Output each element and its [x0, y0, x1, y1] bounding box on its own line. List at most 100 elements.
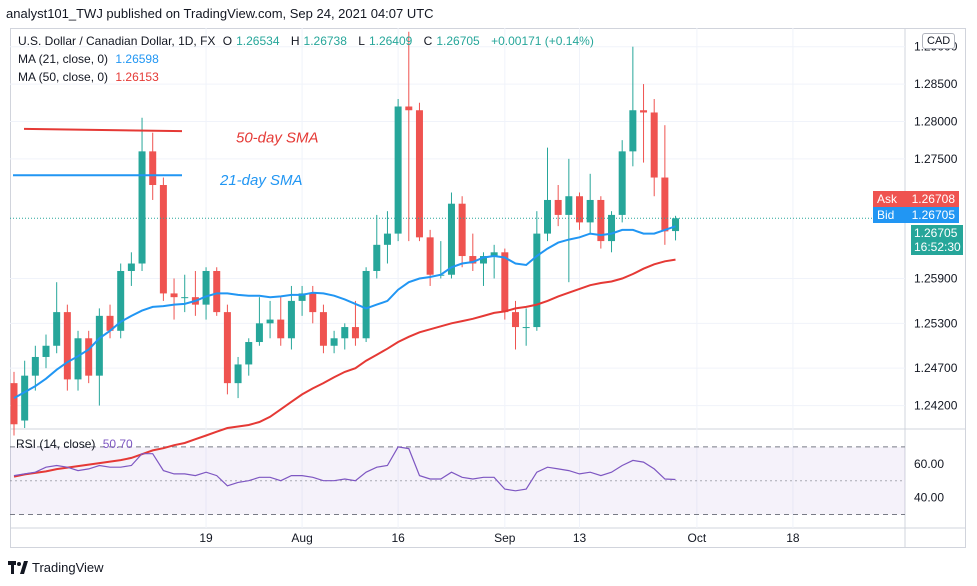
candle-body: [10, 383, 18, 425]
candle-body: [298, 293, 306, 301]
candle-body: [533, 233, 541, 328]
candle-body: [74, 338, 82, 380]
brand-name: TradingView: [32, 560, 104, 575]
candle-body: [629, 110, 637, 152]
candle-body: [149, 151, 157, 186]
candle-body: [234, 364, 242, 384]
time-tick-label: Aug: [291, 531, 312, 545]
chart-frame: [10, 28, 966, 548]
candle-body: [106, 315, 114, 331]
price-tick-label: 1.27500: [914, 152, 958, 166]
candle-body: [544, 199, 551, 234]
ask-value: 1.26708: [911, 192, 955, 206]
close-value: C 1.26705: [423, 34, 480, 48]
time-tick-label: Oct: [688, 531, 707, 545]
bid-price-tag: Bid 1.26705: [873, 207, 959, 223]
candle-body: [640, 110, 648, 113]
price-tick-label: 1.24700: [914, 361, 958, 375]
low-value: L 1.26409: [358, 34, 413, 48]
price-tick-label: 1.28000: [914, 114, 958, 128]
candle-body: [117, 270, 125, 331]
candle-body: [373, 244, 381, 271]
candle-body: [415, 110, 423, 238]
candle-body: [138, 151, 146, 264]
price-tick-label: 1.25900: [914, 271, 958, 285]
ask-price-tag: Ask 1.26708: [873, 191, 959, 207]
candle-body: [618, 151, 626, 215]
candle-body: [458, 203, 466, 257]
candle-body: [42, 345, 50, 357]
candle-body: [661, 177, 669, 232]
ma50-value: 1.26153: [115, 70, 159, 84]
rsi-value: 50.70: [102, 437, 133, 451]
candle-body: [522, 327, 530, 329]
candle-body: [650, 112, 658, 178]
ask-label: Ask: [877, 192, 898, 206]
ma21-legend[interactable]: MA (21, close, 0) 1.26598: [18, 52, 163, 66]
candle-body: [511, 312, 519, 328]
candle-body: [266, 319, 274, 324]
rsi-tick-label: 40.00: [914, 491, 944, 505]
candle-body: [405, 106, 413, 111]
tradingview-logo[interactable]: TradingView: [8, 560, 104, 575]
candle-body: [426, 237, 434, 275]
ma50-line: [13, 258, 676, 478]
symbol-name: U.S. Dollar / Canadian Dollar, 1D, FX: [18, 34, 216, 48]
candle-body: [576, 196, 584, 223]
candle-body: [277, 319, 285, 339]
candle-body: [181, 297, 189, 299]
time-tick-label: 18: [786, 531, 800, 545]
candle-body: [223, 312, 231, 384]
ma50-legend[interactable]: MA (50, close, 0) 1.26153: [18, 70, 163, 84]
bid-value: 1.26705: [911, 208, 955, 222]
candle-body: [330, 338, 338, 346]
bar-countdown: 16:52:30: [914, 240, 961, 254]
time-tick-label: 16: [391, 531, 405, 545]
candle-body: [501, 252, 509, 313]
candle-body: [341, 327, 349, 339]
publish-credit: analyst101_TWJ published on TradingView.…: [6, 6, 434, 21]
candle-body: [672, 218, 680, 232]
candle-body: [31, 356, 39, 376]
candle-body: [85, 338, 93, 376]
price-tick-label: 1.25300: [914, 316, 958, 330]
candle-body: [309, 293, 317, 313]
price-tick-label: 1.24200: [914, 399, 958, 413]
price-tick-label: 1.28500: [914, 77, 958, 91]
rsi-line: [13, 446, 676, 492]
candle-body: [362, 270, 370, 339]
bid-label: Bid: [877, 208, 895, 222]
sma50-annotation: 50-day SMA: [236, 129, 319, 146]
candle-body: [63, 312, 71, 380]
candle-body: [159, 185, 167, 294]
candle-body: [586, 199, 594, 223]
open-value: O 1.26534: [222, 34, 280, 48]
rsi-legend[interactable]: RSI (14, close) 50.70: [16, 437, 137, 451]
candle-body: [170, 293, 178, 298]
candle-body: [394, 106, 402, 234]
time-tick-label: Sep: [494, 531, 516, 545]
ma21-value: 1.26598: [115, 52, 159, 66]
candle-body: [287, 300, 295, 339]
ma21-line: [13, 225, 676, 399]
candle-body: [469, 256, 477, 264]
candle-body: [383, 233, 391, 245]
ma50-label: MA (50, close, 0): [18, 70, 109, 84]
candles-group: [10, 31, 680, 436]
candle-body: [565, 196, 573, 215]
candle-body: [53, 312, 61, 346]
candle-body: [490, 252, 498, 257]
candle-body: [554, 199, 562, 215]
tradingview-logo-icon: [8, 561, 28, 574]
change-value: +0.00171 (+0.14%): [491, 34, 594, 48]
candle-body: [597, 199, 605, 242]
candle-body: [447, 203, 455, 275]
high-value: H 1.26738: [290, 34, 347, 48]
candle-body: [319, 312, 327, 346]
currency-button[interactable]: CAD: [922, 33, 956, 49]
candle-body: [479, 256, 487, 264]
candle-body: [608, 214, 616, 242]
candle-body: [255, 323, 263, 343]
